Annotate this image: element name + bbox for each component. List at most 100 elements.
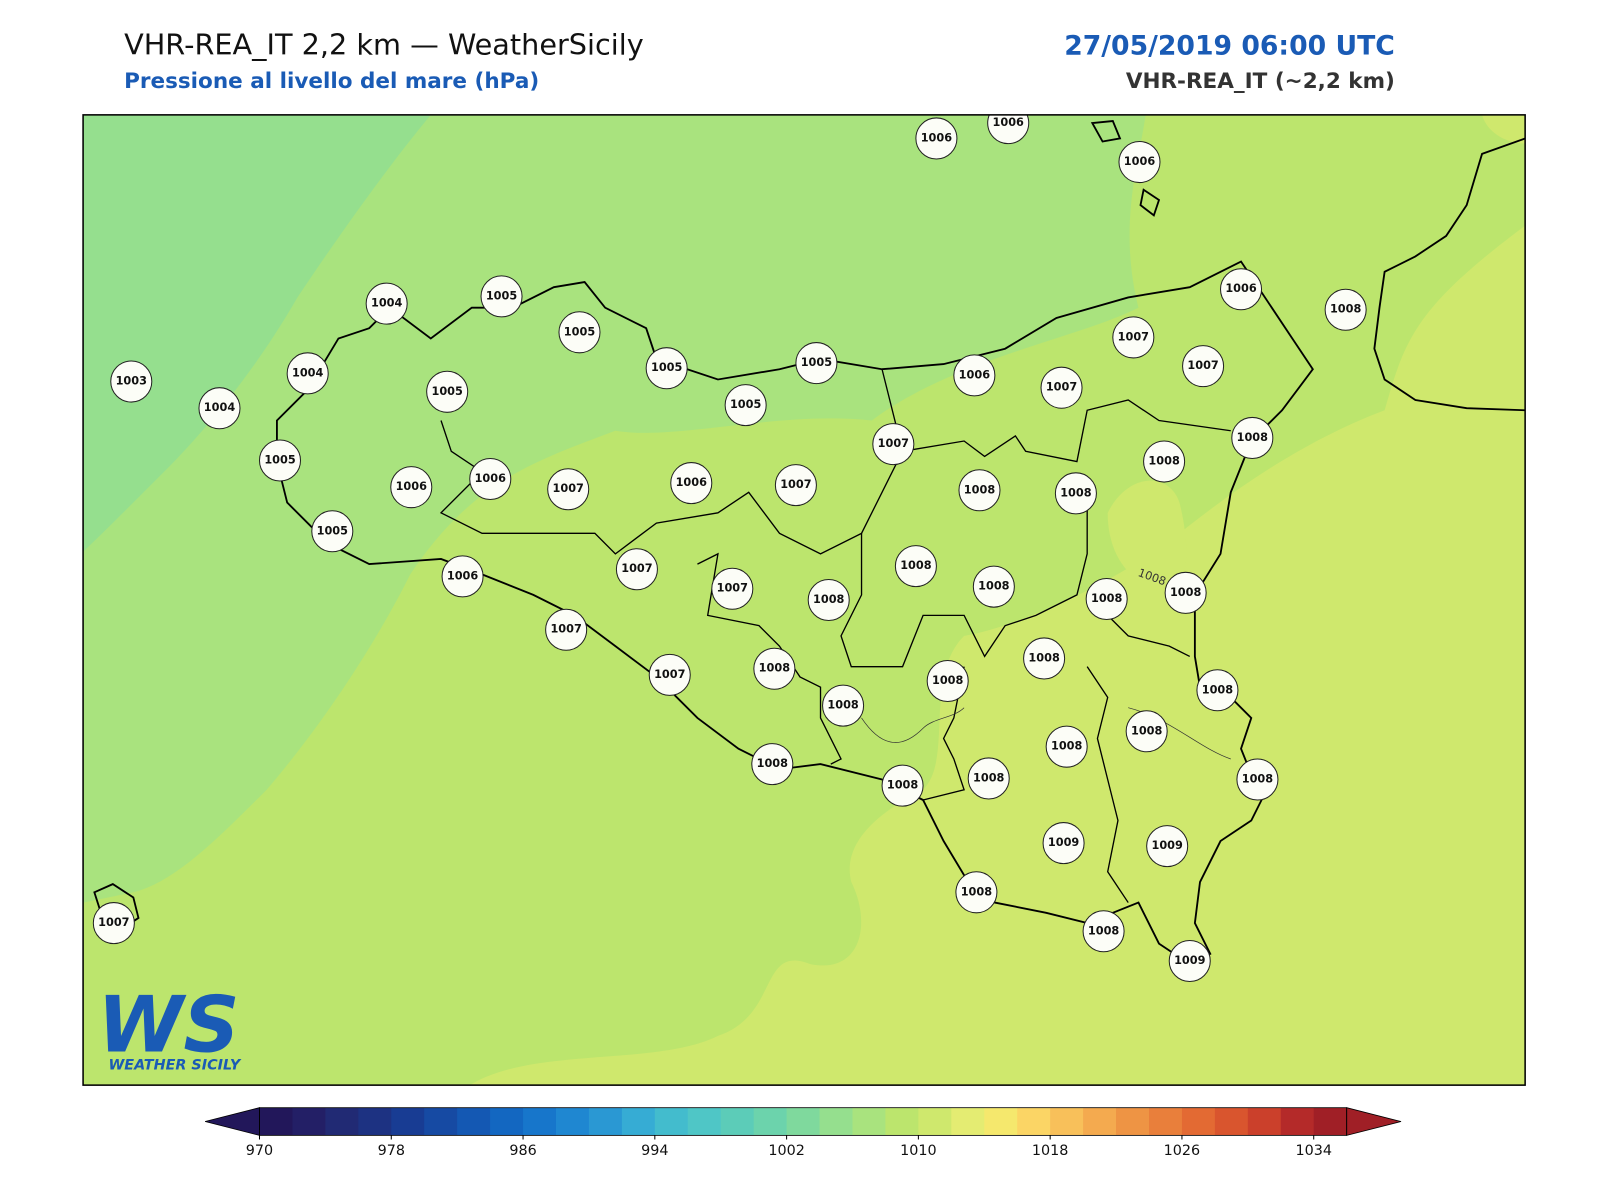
station-marker xyxy=(1146,825,1189,868)
station-value: 1007 xyxy=(1046,381,1077,394)
station-value: 1005 xyxy=(317,524,349,537)
station-marker xyxy=(807,578,850,622)
station-value: 1008 xyxy=(827,699,859,712)
datetime: 27/05/2019 06:00 UTC xyxy=(1064,30,1395,61)
station-value: 1007 xyxy=(717,582,748,595)
colorbar-box xyxy=(358,1107,392,1136)
station-value: 1006 xyxy=(921,131,953,144)
station-marker xyxy=(286,352,329,395)
colorbar-box xyxy=(1148,1107,1183,1136)
station-value: 1007 xyxy=(550,623,581,636)
station-marker xyxy=(558,311,601,354)
station-value: 1008 xyxy=(932,674,964,687)
station-value: 1006 xyxy=(993,116,1025,129)
station-marker xyxy=(615,548,658,591)
colorbar-box xyxy=(1017,1107,1051,1136)
colorbar-box xyxy=(292,1107,326,1136)
station-marker xyxy=(915,117,958,160)
station-marker xyxy=(972,565,1015,608)
colorbar-outline xyxy=(259,1107,1348,1136)
station-value: 1008 xyxy=(1237,431,1269,444)
station-marker xyxy=(774,464,817,507)
station-marker xyxy=(955,871,998,914)
station-marker xyxy=(881,764,924,807)
colorbar-box xyxy=(1247,1107,1282,1136)
station-value: 1007 xyxy=(621,562,652,575)
colorbar-box xyxy=(786,1107,821,1136)
station-marker xyxy=(753,647,796,690)
colorbar-box xyxy=(457,1107,491,1136)
station-marker xyxy=(1324,288,1367,331)
station-marker xyxy=(110,360,153,403)
colorbar-box xyxy=(555,1107,590,1136)
station-marker xyxy=(648,653,691,696)
station-marker xyxy=(547,468,590,511)
field-high xyxy=(1482,114,1526,144)
station-marker xyxy=(1182,345,1225,388)
station-marker xyxy=(751,743,794,786)
station-marker xyxy=(1219,268,1263,311)
logo-text: WEATHER SICILY xyxy=(108,1058,241,1074)
station-value: 1008 xyxy=(1202,683,1234,696)
station-value: 1004 xyxy=(371,297,403,310)
colorbar-box xyxy=(391,1107,425,1136)
colorbar-box xyxy=(621,1107,656,1136)
station-marker xyxy=(1112,316,1155,359)
station-marker xyxy=(1236,758,1279,801)
station-value: 1007 xyxy=(553,482,584,495)
station-value: 1004 xyxy=(204,401,236,414)
station-value: 1008 xyxy=(973,771,1005,784)
station-value: 1009 xyxy=(1048,836,1080,849)
station-marker xyxy=(1082,910,1125,953)
station-value: 1008 xyxy=(1330,303,1362,316)
station-marker xyxy=(1164,571,1207,614)
station-value: 1005 xyxy=(431,385,463,398)
colorbar-box xyxy=(1280,1107,1315,1136)
colorbar-box xyxy=(1050,1107,1084,1136)
station-marker xyxy=(822,684,865,727)
field-high xyxy=(1107,480,1187,595)
station-marker xyxy=(469,457,512,500)
colorbar-box xyxy=(1116,1107,1150,1136)
station-value: 1006 xyxy=(447,569,479,582)
colorbar-tick-label: 970 xyxy=(246,1143,273,1159)
station-marker xyxy=(311,510,354,553)
colorbar-box xyxy=(918,1107,952,1136)
title: VHR-REA_IT 2,2 km — WeatherSicily xyxy=(124,27,644,61)
colorbar-extend-low xyxy=(205,1107,260,1136)
colorbar: 970 978 986 994 1002 1010 1018 1026 1034 xyxy=(205,1107,1402,1159)
station-value: 1005 xyxy=(801,356,833,369)
station-marker xyxy=(258,439,302,482)
station-value: 1006 xyxy=(1124,155,1156,168)
station-marker xyxy=(1085,577,1128,620)
station-value: 1006 xyxy=(475,472,507,485)
station-marker xyxy=(480,275,523,318)
station-value: 1008 xyxy=(813,593,845,606)
station-marker xyxy=(872,423,915,466)
stations: 1006 1006 1006 1004 1005 1005 1006 1008 1003 1004… xyxy=(92,114,1367,983)
colorbar-box xyxy=(819,1107,854,1136)
station-value: 1008 xyxy=(1242,772,1274,785)
station-value: 1008 xyxy=(1028,651,1060,664)
station-marker xyxy=(1054,472,1097,515)
station-marker xyxy=(987,114,1030,145)
station-value: 1008 xyxy=(759,662,791,675)
station-value: 1005 xyxy=(564,325,596,338)
station-marker xyxy=(1143,440,1186,483)
station-marker xyxy=(1040,366,1083,409)
field-low xyxy=(83,114,1146,903)
colorbar-box xyxy=(852,1107,886,1136)
colorbar-box xyxy=(687,1107,722,1136)
colorbar-box xyxy=(885,1107,919,1136)
frame xyxy=(82,114,1526,1086)
logo-mark: WS xyxy=(97,980,239,1070)
station-marker xyxy=(670,462,713,505)
colorbar-tick-label: 986 xyxy=(509,1143,536,1159)
station-value: 1008 xyxy=(1148,455,1180,468)
station-marker xyxy=(1042,822,1085,865)
station-marker xyxy=(1168,940,1211,983)
station-value: 1009 xyxy=(1174,954,1206,967)
colorbar-tick-label: 1034 xyxy=(1295,1143,1332,1159)
station-marker xyxy=(426,370,469,413)
